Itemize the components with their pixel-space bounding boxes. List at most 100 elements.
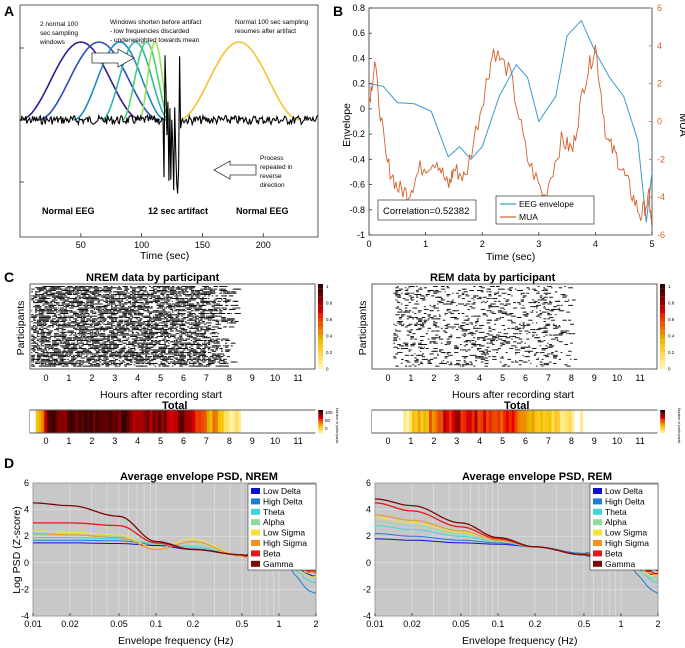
raster-cell bbox=[109, 322, 113, 324]
raster-cell bbox=[76, 288, 81, 290]
raster-cell bbox=[71, 300, 74, 302]
raster-cell bbox=[124, 302, 127, 304]
raster-cell bbox=[74, 299, 79, 301]
raster-cell bbox=[44, 292, 48, 294]
raster-cell bbox=[31, 361, 33, 363]
raster-cell bbox=[82, 321, 86, 322]
raster-cell bbox=[552, 327, 558, 329]
raster-cell bbox=[141, 365, 146, 367]
raster-cell bbox=[188, 342, 192, 344]
raster-cell bbox=[48, 304, 52, 306]
raster-cell bbox=[399, 290, 402, 291]
raster-cell bbox=[95, 346, 101, 348]
raster-cell bbox=[549, 302, 553, 304]
raster-cell bbox=[183, 291, 187, 293]
raster-cell bbox=[110, 303, 116, 305]
total-strip-cell bbox=[394, 410, 399, 433]
raster-cell bbox=[545, 325, 549, 327]
raster-cell bbox=[230, 342, 234, 344]
raster-cell bbox=[488, 342, 494, 344]
raster-cell bbox=[152, 315, 154, 317]
raster-cell bbox=[131, 298, 137, 300]
raster-cell bbox=[101, 346, 105, 348]
raster-cell bbox=[509, 319, 513, 321]
colorbar-segment bbox=[660, 416, 665, 420]
raster-cell bbox=[137, 342, 141, 344]
raster-cell bbox=[126, 323, 130, 325]
raster-cell bbox=[177, 304, 182, 306]
raster-cell bbox=[82, 348, 86, 349]
raster-cell bbox=[166, 298, 169, 300]
raster-cell bbox=[61, 329, 66, 331]
total-strip-cell bbox=[126, 410, 131, 433]
raster-cell bbox=[107, 321, 109, 322]
tick-label: 0.2 bbox=[187, 619, 200, 629]
raster-cell bbox=[406, 318, 410, 320]
legend-label: High Sigma bbox=[263, 538, 307, 548]
raster-cell bbox=[116, 322, 122, 324]
raster-cell bbox=[114, 327, 118, 329]
raster-cell bbox=[160, 331, 162, 333]
raster-cell bbox=[48, 345, 51, 347]
raster-cell bbox=[38, 313, 41, 314]
raster-cell bbox=[57, 340, 61, 341]
raster-cell bbox=[133, 287, 139, 289]
raster-cell bbox=[133, 334, 137, 336]
raster-cell bbox=[152, 331, 155, 333]
raster-cell bbox=[88, 348, 92, 349]
raster-cell bbox=[202, 299, 204, 301]
raster-cell bbox=[101, 288, 105, 290]
raster-cell bbox=[124, 330, 127, 332]
raster-cell bbox=[226, 319, 231, 321]
raster-cell bbox=[101, 349, 106, 351]
raster-cell bbox=[52, 319, 54, 321]
raster-cell bbox=[82, 342, 85, 344]
raster-cell bbox=[88, 315, 93, 317]
raster-cell bbox=[55, 315, 58, 317]
raster-cell bbox=[131, 302, 137, 304]
raster-cell bbox=[61, 325, 64, 327]
raster-cell bbox=[143, 334, 146, 336]
raster-cell bbox=[156, 354, 159, 356]
raster-cell bbox=[129, 296, 135, 298]
raster-cell bbox=[556, 300, 561, 302]
raster-cell bbox=[63, 341, 67, 343]
raster-cell bbox=[530, 306, 535, 308]
raster-cell bbox=[116, 291, 120, 293]
raster-cell bbox=[522, 322, 525, 324]
raster-cell bbox=[471, 323, 473, 325]
tick-label: -0.2 bbox=[349, 129, 365, 139]
raster-cell bbox=[107, 296, 109, 298]
raster-cell bbox=[423, 287, 427, 289]
colorbar-segment bbox=[660, 426, 665, 429]
raster-cell bbox=[80, 318, 86, 320]
raster-cell bbox=[158, 350, 160, 352]
raster-cell bbox=[109, 290, 112, 291]
raster-cell bbox=[205, 364, 210, 366]
raster-cell bbox=[395, 330, 400, 332]
colorbar-label: 0.6 bbox=[326, 317, 333, 322]
label-normal-eeg-left: Normal EEG bbox=[42, 206, 95, 216]
raster-cell bbox=[202, 342, 204, 344]
total-strip-cell bbox=[155, 410, 159, 433]
raster-cell bbox=[416, 358, 419, 360]
raster-cell bbox=[480, 357, 484, 359]
raster-cell bbox=[40, 311, 45, 313]
raster-cell bbox=[99, 318, 102, 320]
raster-cell bbox=[128, 329, 130, 331]
raster-cell bbox=[207, 291, 212, 293]
raster-cell bbox=[400, 292, 403, 294]
raster-cell bbox=[86, 337, 90, 339]
raster-cell bbox=[160, 314, 164, 316]
raster-cell bbox=[36, 348, 39, 349]
raster-cell bbox=[103, 310, 108, 312]
raster-cell bbox=[42, 318, 45, 320]
raster-cell bbox=[67, 303, 70, 305]
raster-cell bbox=[215, 298, 219, 300]
tick-label: 0.6 bbox=[352, 28, 365, 38]
raster-cell bbox=[93, 299, 97, 301]
raster-cell bbox=[152, 344, 157, 345]
raster-cell bbox=[53, 365, 56, 367]
total-strip-cell bbox=[497, 410, 501, 433]
raster-cell bbox=[410, 354, 414, 356]
